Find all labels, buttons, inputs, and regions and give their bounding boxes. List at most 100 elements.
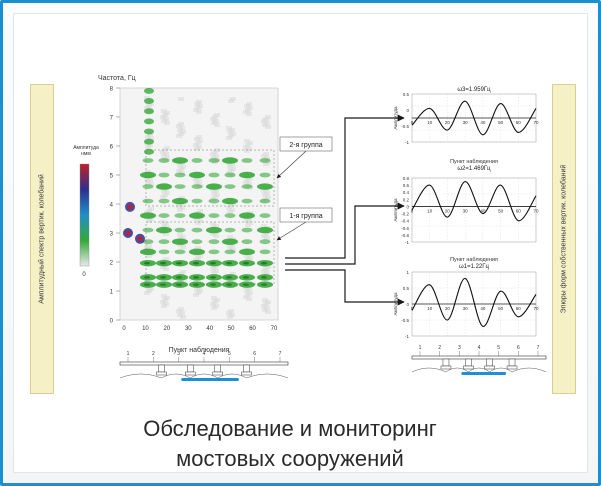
colorbar-title: Амплитуда нмм [73,145,99,157]
spectrogram-mode-peak [208,198,220,204]
spectrogram-noise-cell [163,267,169,271]
spectrogram-mode-peak [224,227,236,233]
spectrogram-x-tick-label: 40 [206,326,213,332]
spectrogram-mode-peak [140,248,156,256]
group1-label-box: 1-я группа [279,207,333,223]
spectrogram-mode-peak [142,227,154,233]
spectrogram-mode-peak-core [144,261,150,265]
caption-line-1: Обследование и мониторинг [143,416,437,441]
spectrogram-noise-cell [227,315,233,319]
spectrogram-mode-peak [208,239,220,245]
bridge-ground-line [161,373,191,379]
group2-region [145,149,275,207]
bridge-point-label: 1 [127,351,130,357]
bridge-point-label: 2 [152,351,155,357]
spectrogram-mode-peak [208,158,220,163]
spectrogram-mode-peak [241,158,253,163]
spectrogram-mode-peak [144,87,154,94]
mode-plot-x-tick-label: 10 [427,120,433,125]
spectrogram-y-tick-label: 2 [110,261,114,267]
spectrogram-mode-peak [158,249,170,255]
mode-plot-y-tick-label: 0.5 [403,92,410,97]
mode-plot-x-tick-label: 30 [463,306,469,311]
spectrogram-noise-cell [148,182,154,186]
spectrogram-x-tick-label: 20 [164,326,171,332]
mode-plot-x-tick-label: 20 [445,306,451,311]
spectrogram-noise-cell [213,234,219,238]
mode-plot-ylabel: Амплитуда [393,292,398,316]
spectrogram-x-tick-label: 0 [122,326,126,332]
spectrogram-mode-peak [174,172,186,178]
bridge-pier [508,358,516,367]
spectrogram-mode-peak [174,213,186,219]
group1-pointer [276,221,307,241]
mode-plot-title: ω2=1.469Гц [457,166,491,172]
mode-plot-y-tick-label: -0.2 [401,212,409,217]
spectrogram-y-tick-label: 5 [110,174,114,180]
spectrogram-mode-peak [239,248,255,256]
spectrogram-mode-peak [142,184,154,190]
spectrogram-mode-peak [191,158,203,163]
mode-plot-xlabel: Пункт наблюдения [450,257,498,263]
bridge-point-label: 4 [203,351,206,357]
spectrogram-xaxis-title: Пункт наблюдения [169,346,230,354]
spectrogram-mode-peak [222,157,238,164]
bridge-deck [411,355,547,360]
spectrogram-y-tick-label: 7 [110,116,114,122]
bridge-water [181,378,239,381]
bridge-point-label: 2 [438,345,441,351]
spectrogram-mode-peak-core [193,283,199,286]
mode-plot-y-tick-label: 0.8 [403,176,410,181]
spectrogram-mode-peak [174,249,186,255]
spectrogram-mode-peak [191,184,203,190]
mode-plot-ylabel: Амплитуда [393,106,398,130]
bridge-pier-footing [463,365,474,370]
spectrogram-mode-peak-core [243,283,249,286]
spectrogram-mode-peak-core [210,283,216,286]
bridge-pier-footing [241,371,252,376]
bridge-deck [119,361,289,366]
bridge-ground-line [489,367,513,373]
spectrogram-mode-peak [172,197,188,205]
spectrogram-mode-peak [259,239,271,245]
spectrogram-noise-cell [163,232,169,236]
spectrogram-y-ticks: 0 1 2 3 4 5 6 7 8 [110,87,120,325]
spectrogram-mode-peak [144,108,154,115]
spectrogram-noise-cell [244,149,250,153]
spectrogram-mode-peak [259,213,271,219]
spectrogram-noise-cell [177,208,183,212]
mode-plot-y-tick-label: -0.8 [401,233,409,238]
spectrogram-noise-cell [146,254,152,258]
spectrogram-mode-peak-core [210,276,216,279]
spectrogram-y-tick-label: 0 [110,319,114,325]
spectrogram-noise-cell [211,306,217,310]
mode-plot-y-tick-label: 0.6 [403,183,410,188]
bridge-schematic-right: 1 2 3 4 5 6 7 [411,345,547,375]
spectrogram-x-tick-label: 30 [185,326,192,332]
arrow-to-mode3 [285,114,405,259]
spectrogram-peak-amplitude [125,230,131,236]
spectrogram-mode-peak [241,184,253,190]
spectrogram-mode-peak [224,184,236,190]
bridge-point-label: 6 [253,351,256,357]
bridge-ground-line [511,367,547,373]
spectrogram-mode-peak [158,239,170,245]
spectrogram-x-tick-label: 70 [271,326,278,332]
arrow-to-mode1 [285,269,405,306]
spectrogram-mode-peak [206,183,222,190]
mode-plot-x-tick-label: 50 [498,208,504,213]
mode-plot-y-tick-label: 0 [406,108,409,113]
spectrogram-mode-peak-core [176,261,182,265]
bridge-point-label: 7 [279,351,282,357]
bridge-pier-footing [185,371,196,376]
spectrogram-mode-peak-core [210,261,216,265]
bridge-pier-footing [212,371,223,376]
spectrogram-mode-peak [259,158,271,163]
mode-plot-y-tick-label: -1 [405,240,409,245]
bridge-ground-line [190,373,218,379]
bridge-point-label: 3 [177,351,180,357]
bridge-ground-line [217,373,247,379]
bridge-point-label: 4 [478,345,481,351]
mode-plot-x-tick-label: 60 [516,120,522,125]
